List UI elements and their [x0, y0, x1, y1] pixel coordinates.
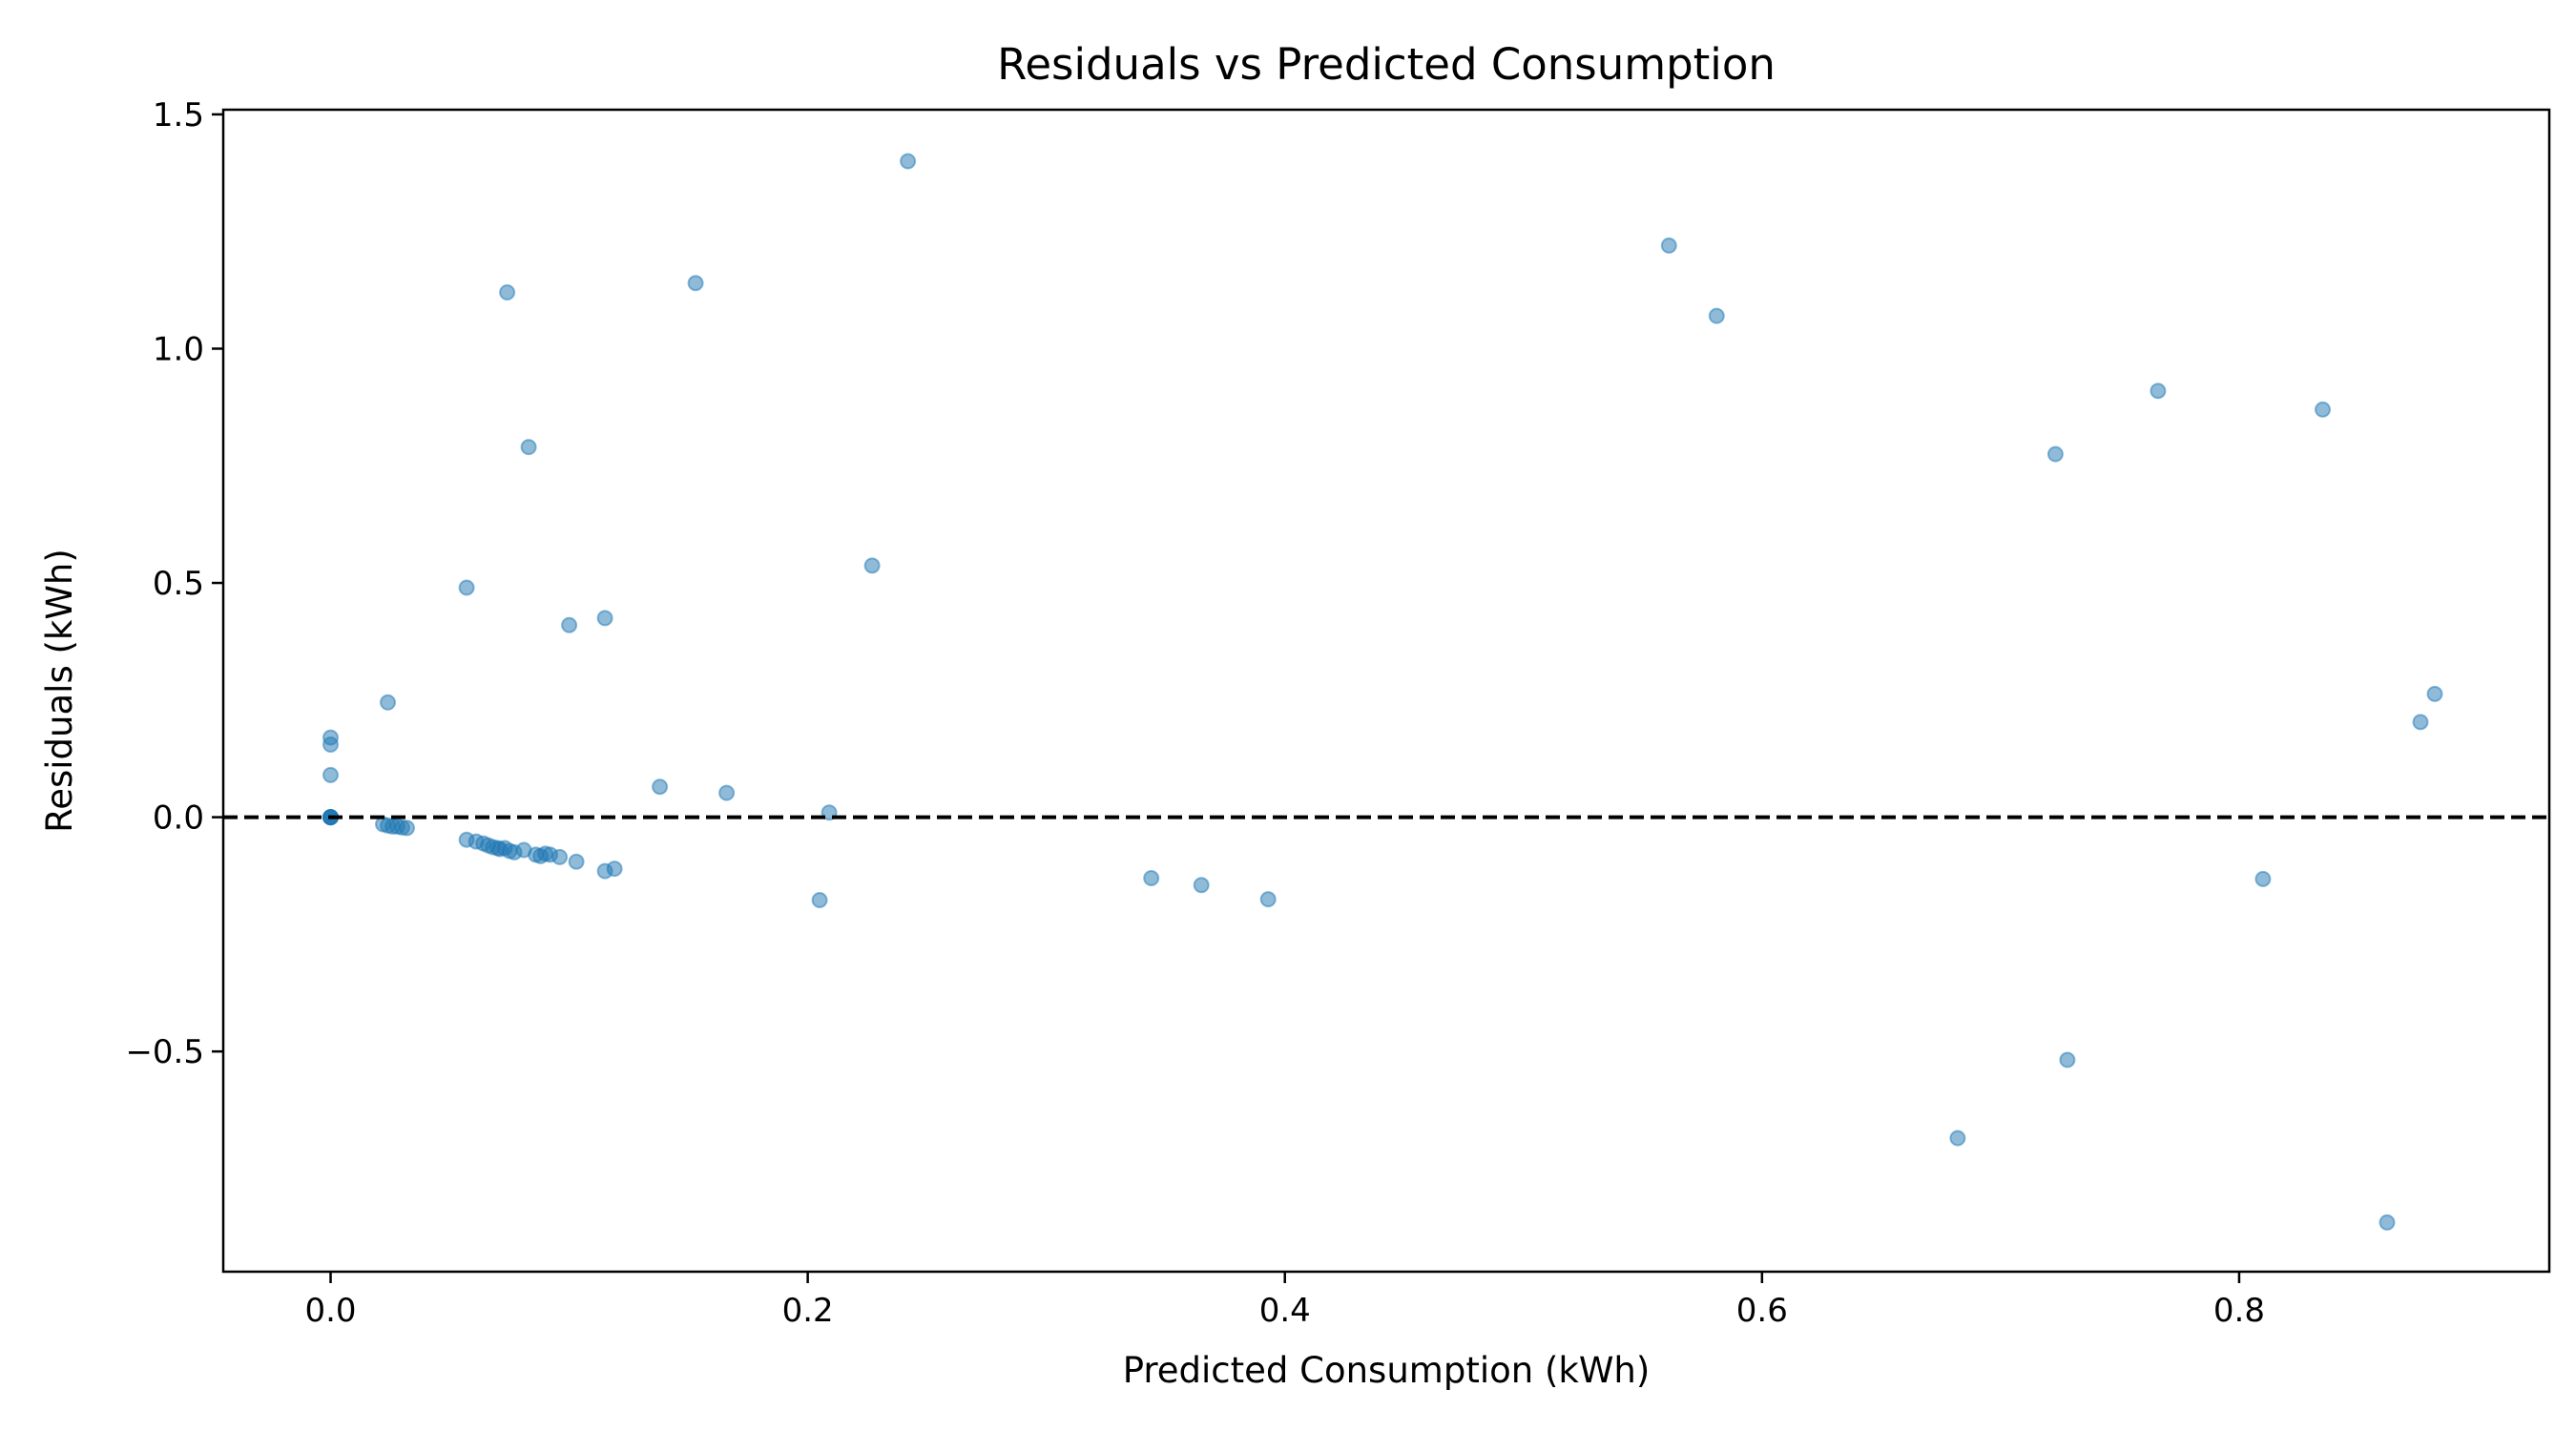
- data-point: [1949, 1130, 1966, 1147]
- data-point: [2046, 446, 2064, 463]
- y-tick-label: 1.0: [153, 330, 204, 368]
- x-tick-label: 0.8: [2213, 1292, 2265, 1330]
- y-axis-ticks: −0.5 0.0 0.5 1.0 1.5: [125, 96, 223, 1071]
- data-point: [1708, 307, 1725, 324]
- data-point: [1259, 891, 1277, 908]
- data-point: [322, 736, 339, 753]
- chart-title: Residuals vs Predicted Consumption: [997, 39, 1776, 90]
- x-axis-title: Predicted Consumption (kWh): [1123, 1350, 1651, 1391]
- y-tick-label: 0.5: [153, 565, 204, 603]
- data-point: [1143, 870, 1160, 886]
- data-point: [380, 694, 396, 711]
- data-point: [1193, 877, 1210, 894]
- x-tick-label: 0.6: [1736, 1292, 1788, 1330]
- plot-area-frame: [221, 108, 2551, 1274]
- data-point: [551, 848, 569, 865]
- data-point: [2379, 1213, 2396, 1231]
- y-tick-label: −0.5: [125, 1033, 204, 1071]
- data-point: [606, 861, 623, 878]
- data-point: [863, 557, 881, 574]
- data-point: [596, 610, 613, 627]
- data-point: [2315, 401, 2331, 418]
- data-point: [811, 892, 828, 908]
- data-point: [2059, 1051, 2076, 1068]
- data-point: [561, 616, 578, 633]
- x-tick-label: 0.0: [304, 1292, 356, 1330]
- data-point: [687, 275, 704, 292]
- data-point: [322, 766, 339, 783]
- data-point: [568, 853, 585, 870]
- y-tick-label: 0.0: [153, 799, 204, 838]
- data-point: [718, 784, 736, 801]
- y-tick-label: 1.5: [153, 96, 204, 135]
- data-point: [458, 579, 475, 596]
- y-axis-title: Residuals (kWh): [39, 549, 80, 833]
- x-axis-ticks: 0.0 0.2 0.4 0.6 0.8: [304, 1272, 2265, 1330]
- data-point: [2254, 870, 2272, 887]
- scatter-points: [322, 153, 2443, 1231]
- x-tick-label: 0.4: [1259, 1292, 1311, 1330]
- data-point: [900, 153, 917, 170]
- data-point: [2426, 685, 2443, 702]
- data-point: [399, 819, 415, 837]
- data-point: [499, 284, 516, 301]
- x-tick-label: 0.2: [782, 1292, 834, 1330]
- data-point: [520, 439, 537, 456]
- data-point: [652, 778, 669, 796]
- data-point: [2412, 714, 2429, 731]
- data-point: [2150, 383, 2167, 400]
- data-point: [1660, 237, 1677, 254]
